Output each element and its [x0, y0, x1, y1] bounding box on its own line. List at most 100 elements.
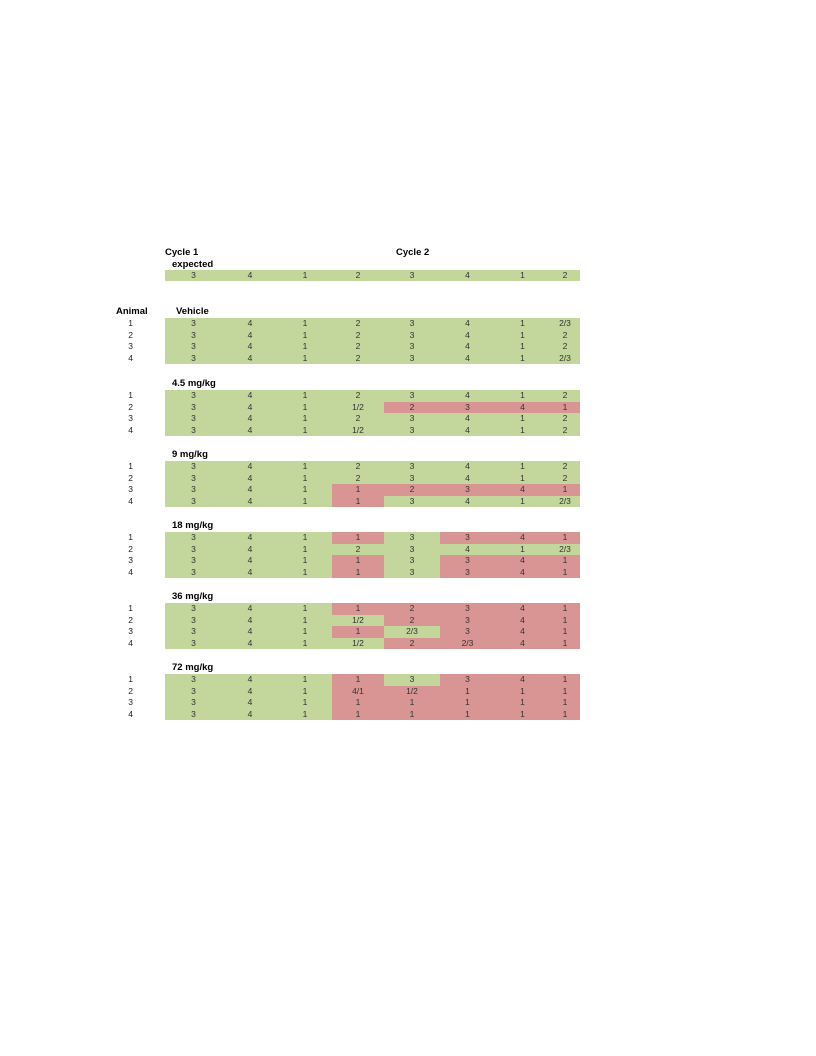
- table-cell: 3: [384, 495, 440, 508]
- table-cell: 2: [332, 461, 384, 473]
- table-cell: 3: [165, 341, 222, 353]
- table-cell: 4: [222, 674, 278, 686]
- table-cell: 4: [495, 603, 550, 615]
- expected-header: expected: [172, 259, 214, 270]
- table-cell: 1: [495, 472, 550, 485]
- table-cell: 2: [384, 401, 440, 414]
- table-cell: 2: [550, 424, 580, 437]
- table-cell: 1: [278, 532, 332, 544]
- table-cell: 1: [440, 685, 495, 698]
- table-cell: 3: [165, 566, 222, 579]
- table-cell: 3: [384, 318, 440, 330]
- table-cell: 1: [278, 626, 332, 638]
- table-cell: 1: [332, 674, 384, 686]
- table-cell: 4: [495, 626, 550, 638]
- animal-id: 1: [128, 532, 133, 542]
- table-cell: 1: [495, 461, 550, 473]
- table-cell: 1: [550, 626, 580, 638]
- table-cell: 1: [332, 697, 384, 709]
- table-cell: 1: [332, 603, 384, 615]
- table-cell: 3: [384, 413, 440, 425]
- table-cell: 3: [165, 424, 222, 437]
- table-cell: 3: [440, 532, 495, 544]
- table-cell: 1: [550, 674, 580, 686]
- animal-id: 4: [128, 495, 133, 506]
- animal-id: 3: [128, 697, 133, 708]
- table-cell: 1: [278, 461, 332, 473]
- table-cell: 2: [550, 472, 580, 485]
- table-cell: 4: [222, 566, 278, 579]
- table-cell: 3: [384, 424, 440, 437]
- table-cell: 1: [278, 603, 332, 615]
- table-cell: 4: [222, 603, 278, 615]
- table-cell: 3: [384, 329, 440, 342]
- table-cell: 1: [278, 413, 332, 425]
- table-cell: 1: [278, 401, 332, 414]
- group-label: 72 mg/kg: [172, 662, 214, 673]
- table-cell: 1: [278, 614, 332, 627]
- animal-id: 2: [128, 543, 133, 554]
- table-cell: 3: [440, 614, 495, 627]
- table-cell: 2/3: [550, 318, 580, 330]
- table-cell: 4: [222, 269, 278, 282]
- table-cell: 1: [332, 708, 384, 721]
- table-cell: 4: [440, 390, 495, 402]
- table-cell: 1: [495, 341, 550, 353]
- table-cell: 1: [332, 532, 384, 544]
- table-cell: 3: [165, 637, 222, 650]
- table-cell: 1/2: [332, 424, 384, 437]
- table-cell: 4: [222, 495, 278, 508]
- table-cell: 1: [278, 352, 332, 365]
- table-cell: 1: [495, 697, 550, 709]
- table-cell: 4: [222, 461, 278, 473]
- group-label: 4.5 mg/kg: [172, 378, 216, 389]
- table-cell: 3: [384, 472, 440, 485]
- table-cell: 1: [332, 484, 384, 496]
- table-cell: 1: [550, 532, 580, 544]
- animal-id: 3: [128, 413, 133, 424]
- table-cell: 3: [165, 543, 222, 556]
- table-cell: 4: [222, 413, 278, 425]
- table-cell: 4/1: [332, 685, 384, 698]
- table-cell: 2: [550, 461, 580, 473]
- table-cell: 1: [278, 341, 332, 353]
- table-cell: 4: [222, 424, 278, 437]
- table-cell: 1: [550, 697, 580, 709]
- table-cell: 4: [440, 543, 495, 556]
- table-cell: 2/3: [384, 626, 440, 638]
- table-cell: 1: [278, 484, 332, 496]
- table-cell: 3: [165, 697, 222, 709]
- table-cell: 2: [332, 269, 384, 282]
- table-cell: 1: [495, 352, 550, 365]
- animal-id: 4: [128, 566, 133, 577]
- table-cell: 4: [440, 269, 495, 282]
- table-cell: 1: [550, 614, 580, 627]
- table-cell: 4: [222, 484, 278, 496]
- table-cell: 2: [332, 329, 384, 342]
- table-cell: 4: [440, 413, 495, 425]
- table-cell: 4: [222, 626, 278, 638]
- table-cell: 4: [440, 424, 495, 437]
- table-cell: 2: [384, 614, 440, 627]
- table-cell: 3: [384, 555, 440, 567]
- table-cell: 4: [222, 390, 278, 402]
- table-cell: 3: [165, 390, 222, 402]
- table-cell: 3: [384, 461, 440, 473]
- table-cell: 1: [495, 543, 550, 556]
- table-cell: 2: [332, 318, 384, 330]
- table-cell: 4: [440, 461, 495, 473]
- table-cell: 1: [332, 566, 384, 579]
- table-cell: 4: [222, 472, 278, 485]
- animal-id: 3: [128, 341, 133, 352]
- table-cell: 2: [332, 543, 384, 556]
- table-cell: 4: [440, 472, 495, 485]
- table-cell: 3: [165, 674, 222, 686]
- table-cell: 4: [440, 341, 495, 353]
- table-cell: 3: [440, 566, 495, 579]
- table-cell: 1/2: [332, 614, 384, 627]
- table-cell: 1/2: [332, 637, 384, 650]
- table-cell: 2/3: [550, 352, 580, 365]
- table-cell: 4: [495, 532, 550, 544]
- table-cell: 1: [550, 637, 580, 650]
- table-cell: 3: [165, 603, 222, 615]
